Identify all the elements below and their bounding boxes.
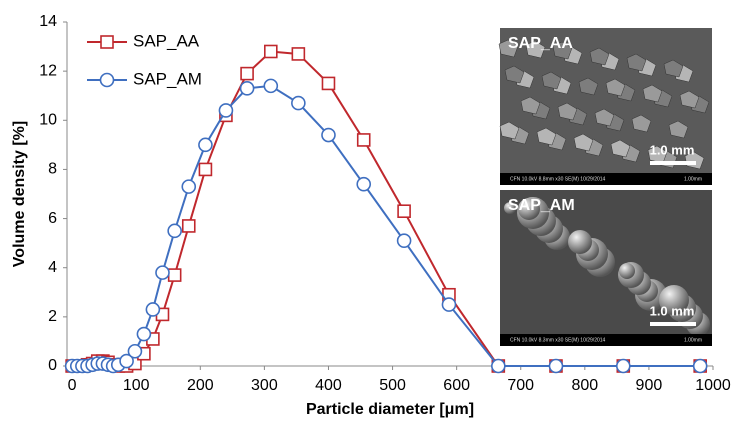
marker	[397, 204, 411, 218]
marker	[240, 66, 254, 81]
marker	[548, 358, 564, 374]
scale-bar	[650, 161, 696, 165]
particle	[520, 96, 541, 115]
marker	[136, 326, 152, 342]
particle	[573, 133, 594, 152]
y-tick-label: 8	[48, 161, 57, 178]
x-tick-label: 1000	[695, 377, 731, 394]
marker	[441, 297, 457, 312]
x-tick-label: 400	[315, 377, 342, 394]
particle	[663, 59, 684, 78]
marker	[145, 302, 161, 317]
particle	[498, 39, 519, 58]
particle	[504, 65, 525, 84]
particle	[541, 71, 562, 90]
particle	[499, 121, 520, 140]
marker	[181, 219, 196, 233]
marker	[321, 127, 336, 143]
x-tick-label: 300	[251, 377, 278, 394]
particle	[642, 84, 663, 103]
particle	[578, 77, 599, 96]
x-tick-label: 0	[68, 377, 77, 394]
inset-title: SAP_AA	[508, 35, 573, 52]
particle	[605, 78, 626, 97]
particle	[589, 47, 610, 66]
x-tick-label: 500	[379, 377, 406, 394]
marker	[127, 343, 143, 359]
particle	[594, 108, 615, 127]
legend-marker	[99, 72, 115, 88]
sphere	[518, 198, 540, 220]
y-tick-label: 6	[48, 210, 57, 227]
inset-scale: 1.0 mm	[650, 142, 695, 157]
inset-scale: 1.0 mm	[650, 303, 695, 318]
inset-footer-scale: 1.00mm	[684, 176, 702, 182]
marker	[396, 233, 412, 248]
y-tick-label: 10	[39, 112, 57, 129]
inset-footer-bar	[500, 334, 712, 346]
particle	[557, 102, 578, 121]
y-tick-label: 4	[48, 259, 57, 276]
legend-label: SAP_AM	[133, 69, 202, 88]
marker	[167, 268, 182, 282]
y-tick-label: 14	[39, 13, 57, 30]
marker	[356, 133, 371, 147]
marker	[198, 162, 213, 177]
sphere	[504, 202, 516, 214]
marker	[218, 103, 234, 118]
particle	[536, 127, 557, 146]
marker	[198, 137, 213, 153]
inset-footer: CFN 10.0kV 8.3mm x30 SE(M) 10/29/2014	[510, 337, 606, 343]
scale-bar	[650, 322, 696, 326]
legend-label: SAP_AA	[133, 31, 200, 50]
marker	[615, 358, 631, 374]
y-tick-label: 12	[39, 62, 57, 79]
marker	[119, 353, 134, 369]
y-tick-label: 0	[48, 357, 57, 374]
x-tick-label: 200	[187, 377, 214, 394]
marker	[263, 78, 279, 94]
x-axis-title: Particle diameter [μm]	[306, 401, 474, 418]
marker	[181, 179, 197, 194]
marker	[167, 223, 182, 239]
particle	[668, 120, 689, 139]
sphere	[619, 263, 635, 279]
inset-footer-scale: 1.00mm	[684, 337, 702, 343]
legend-marker	[100, 35, 114, 49]
particle	[552, 41, 573, 60]
inset-footer: CFN 10.0kV 8.8mm x30 SE(M) 10/29/2014	[510, 176, 606, 182]
marker	[491, 358, 506, 374]
y-tick-label: 2	[48, 308, 57, 325]
marker	[321, 76, 336, 91]
particle	[631, 114, 652, 133]
sphere	[568, 230, 592, 254]
particle	[525, 40, 546, 59]
inset-title: SAP_AM	[508, 197, 575, 214]
marker	[356, 176, 372, 192]
x-tick-label: 100	[123, 377, 150, 394]
marker	[263, 44, 278, 59]
x-tick-label: 600	[443, 377, 470, 394]
marker	[692, 358, 708, 374]
sphere	[659, 285, 689, 315]
marker	[239, 81, 255, 96]
x-tick-label: 900	[636, 377, 663, 394]
inset-footer-bar	[500, 173, 712, 185]
particle	[626, 53, 647, 72]
marker	[291, 95, 306, 111]
marker	[291, 47, 306, 61]
particle	[610, 139, 631, 158]
x-tick-label: 800	[571, 377, 598, 394]
particle	[679, 90, 700, 109]
marker	[155, 265, 170, 280]
x-tick-label: 700	[507, 377, 534, 394]
y-axis-title: Volume density [%]	[11, 121, 28, 267]
